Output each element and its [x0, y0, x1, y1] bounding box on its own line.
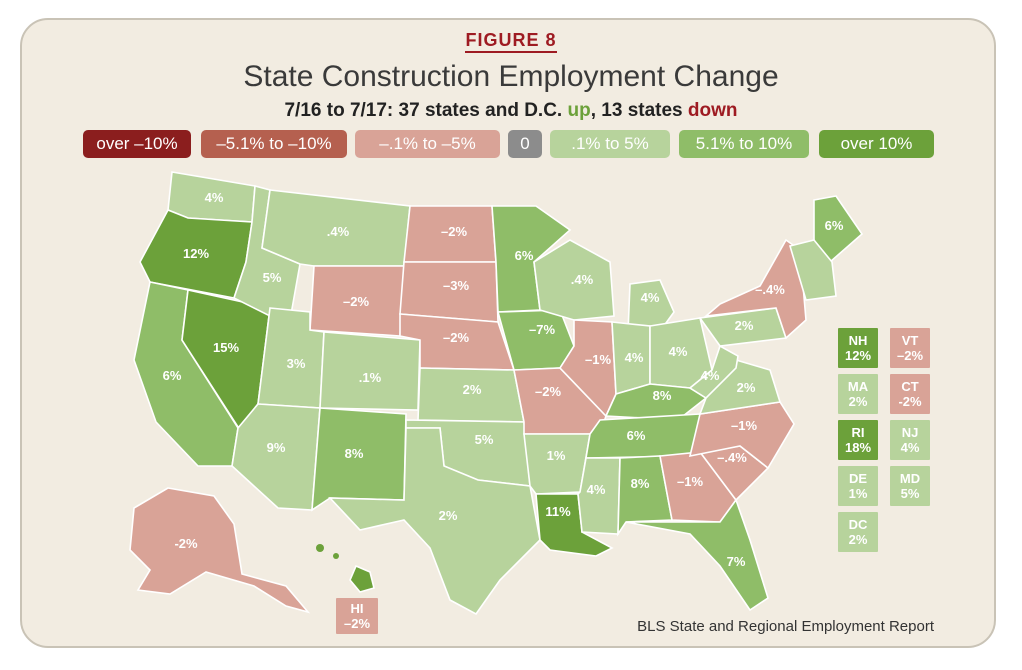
- label-AL: 8%: [631, 476, 650, 491]
- label-NM: 8%: [345, 446, 364, 461]
- state-HI: [349, 564, 375, 593]
- label-ND: –2%: [441, 224, 467, 239]
- label-NC: –1%: [731, 418, 757, 433]
- label-KS: 2%: [463, 382, 482, 397]
- label-SC: –.4%: [717, 450, 747, 465]
- state-TX: [328, 427, 541, 616]
- state-FL: [625, 498, 769, 612]
- legend-over-neg10: over –10%: [83, 130, 191, 158]
- label-AK: -2%: [174, 536, 198, 551]
- label-LA: 11%: [545, 504, 571, 519]
- state-AR: [523, 433, 591, 495]
- label-KY: 8%: [653, 388, 672, 403]
- figure-title: State Construction Employment Change: [243, 60, 779, 93]
- hawaii-abbr: HI: [350, 601, 364, 616]
- label-SD: –3%: [443, 278, 469, 293]
- label-MN: 6%: [515, 248, 534, 263]
- source-note: BLS State and Regional Employment Report: [637, 618, 934, 635]
- state-AZ: [231, 403, 321, 511]
- label-CA: 6%: [163, 368, 182, 383]
- legend-over-10: over 10%: [819, 130, 934, 158]
- box-DE: DE 1%: [838, 466, 878, 506]
- box-VT: VT –2%: [890, 328, 930, 368]
- hawaii-label-box: HI –2%: [336, 598, 378, 634]
- label-MO: –2%: [535, 384, 561, 399]
- state-HI-island: [333, 553, 339, 559]
- state-AL: [617, 455, 673, 537]
- box-CT: CT -2%: [890, 374, 930, 414]
- legend: over –10% –5.1% to –10% –.1% to –5% 0 .1…: [0, 130, 1022, 160]
- label-OH: 4%: [669, 344, 688, 359]
- label-NV: 15%: [213, 340, 239, 355]
- label-ID: 5%: [263, 270, 282, 285]
- hawaii-value: –2%: [343, 616, 371, 631]
- state-AK: [129, 487, 311, 614]
- label-MS: 4%: [587, 482, 606, 497]
- label-OK: 5%: [475, 432, 494, 447]
- state-WV: [688, 344, 739, 400]
- label-PA: 2%: [735, 318, 754, 333]
- label-NE: –2%: [443, 330, 469, 345]
- box-NH: NH 12%: [838, 328, 878, 368]
- label-IL: –1%: [585, 352, 611, 367]
- label-OR: 12%: [183, 246, 209, 261]
- label-ME: 6%: [825, 218, 844, 233]
- label-MI: 4%: [641, 290, 660, 305]
- label-IA: –7%: [529, 322, 555, 337]
- label-WY: –2%: [343, 294, 369, 309]
- box-NJ: NJ 4%: [890, 420, 930, 460]
- label-TX: 2%: [439, 508, 458, 523]
- figure-label: FIGURE 8: [0, 30, 1022, 53]
- legend-pos5-to-10: 5.1% to 10%: [679, 130, 809, 158]
- label-TN: 6%: [627, 428, 646, 443]
- label-GA: –1%: [677, 474, 703, 489]
- label-MT: .4%: [327, 224, 350, 239]
- subtitle-down-word: down: [687, 100, 738, 121]
- box-RI: RI 18%: [838, 420, 878, 460]
- box-MD: MD 5%: [890, 466, 930, 506]
- label-WA: 4%: [205, 190, 224, 205]
- state-NY: [703, 238, 807, 340]
- label-NY: –.4%: [755, 282, 785, 297]
- label-WV: 4%: [701, 368, 720, 383]
- state-NE-region: [788, 239, 837, 301]
- legend-neg01-to-neg5: –.1% to –5%: [355, 130, 500, 158]
- subtitle-up-word: up: [567, 100, 591, 121]
- label-AR: 1%: [547, 448, 566, 463]
- figure-subtitle: 7/16 to 7/17: 37 states and D.C. up, 13 …: [284, 100, 738, 121]
- label-AZ: 9%: [267, 440, 286, 455]
- box-MA: MA 2%: [838, 374, 878, 414]
- label-FL: 7%: [727, 554, 746, 569]
- label-IN: 4%: [625, 350, 644, 365]
- state-WI: [533, 239, 615, 321]
- legend-pos01-to-5: .1% to 5%: [550, 130, 670, 158]
- legend-zero: 0: [508, 130, 542, 158]
- label-CO: .1%: [359, 370, 382, 385]
- label-VA: 2%: [737, 380, 756, 395]
- label-UT: 3%: [287, 356, 306, 371]
- state-HI-island: [316, 544, 324, 552]
- label-WI: .4%: [571, 272, 594, 287]
- legend-neg5-to-neg10: –5.1% to –10%: [201, 130, 347, 158]
- box-DC: DC 2%: [838, 512, 878, 552]
